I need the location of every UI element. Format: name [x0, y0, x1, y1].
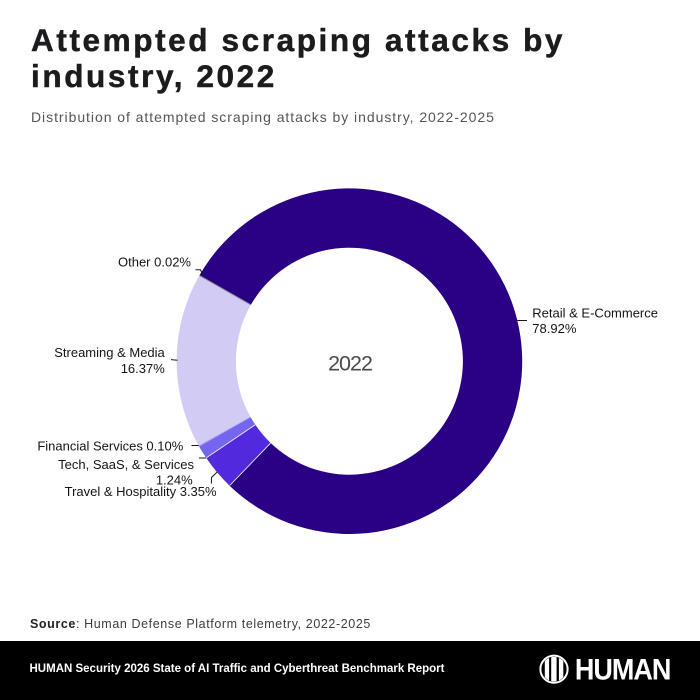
svg-text:Tech, SaaS, & Services: Tech, SaaS, & Services	[58, 457, 194, 472]
svg-text:Other 0.02%: Other 0.02%	[118, 255, 191, 270]
svg-text:Financial Services 0.10%: Financial Services 0.10%	[37, 439, 183, 454]
svg-text:Retail & E-Commerce: Retail & E-Commerce	[532, 305, 658, 320]
svg-text:HUMAN: HUMAN	[575, 653, 670, 687]
svg-text:Travel & Hospitality 3.35%: Travel & Hospitality 3.35%	[65, 484, 217, 499]
svg-text:16.37%: 16.37%	[121, 361, 166, 376]
svg-text:1.24%: 1.24%	[156, 472, 193, 487]
svg-text:78.92%: 78.92%	[532, 321, 577, 336]
svg-text:Streaming & Media: Streaming & Media	[54, 345, 165, 360]
svg-text:2022: 2022	[328, 352, 372, 376]
